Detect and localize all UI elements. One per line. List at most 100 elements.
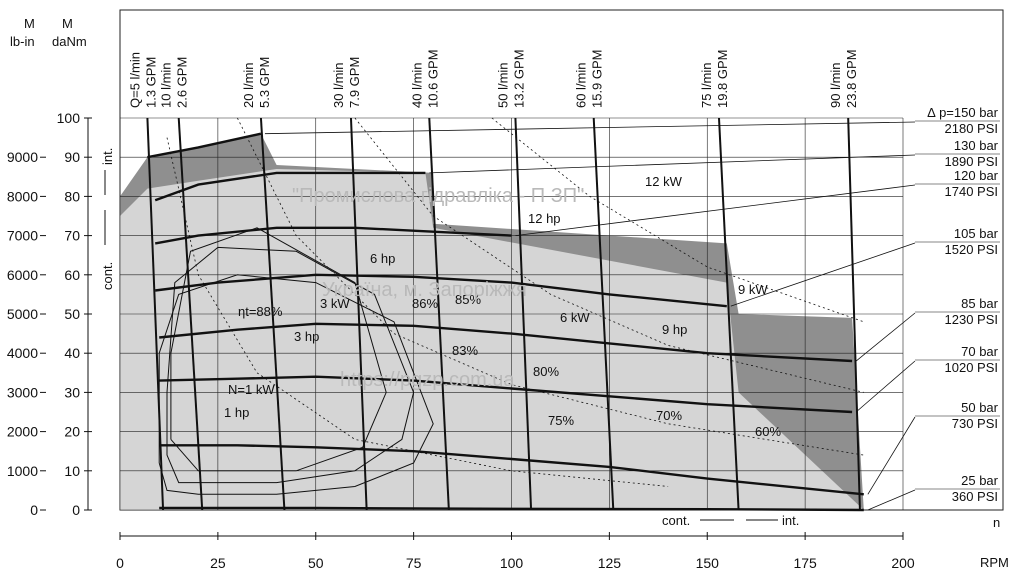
pressure-leader-2 [515, 184, 916, 236]
power-curve-3 [491, 117, 864, 323]
region-label-cont-left: cont. [100, 262, 115, 290]
flow-label-gpm-5: 13.2 GPM [511, 49, 526, 108]
y-outer-title: M [24, 16, 35, 31]
pressure-label-psi-3: 1520 PSI [945, 242, 999, 257]
flow-label-lpm-3: 30 l/min [331, 62, 346, 108]
y-inner-tick-label-70: 70 [64, 228, 80, 244]
eff-label-70: 70% [656, 408, 682, 423]
power-label-6hp: 6 hp [370, 251, 395, 266]
y-inner-title: M [62, 16, 73, 31]
pressure-line-7 [159, 506, 864, 512]
y-outer-tick-label-5000: 5000 [7, 306, 38, 322]
power-label-1hp: 1 hp [224, 405, 249, 420]
x-tick-label-125: 125 [598, 555, 622, 571]
flow-line-7 [717, 117, 740, 511]
flow-label-lpm-1: 10 l/min [159, 62, 174, 108]
pressure-leader-3 [730, 242, 916, 307]
power-label-1kw: N=1 kW [228, 382, 275, 397]
watermark-2: Україна, м. Запоріжжя [322, 279, 527, 301]
x-tick-label-50: 50 [308, 555, 324, 571]
efficiency-curve-2 [170, 227, 387, 472]
y-inner-tick-label-20: 20 [64, 424, 80, 440]
pressure-line-0 [147, 132, 262, 159]
pressure-leader-5 [855, 360, 916, 413]
pressure-leader-6 [867, 416, 916, 495]
y-outer-tick-label-8000: 8000 [7, 188, 38, 204]
pressure-label-bar-1: 130 bar [954, 138, 999, 153]
pressure-label-psi-0: 2180 PSI [945, 121, 999, 136]
power-label-6kw: 6 kW [560, 310, 590, 325]
region-label-int-bottom: int. [782, 513, 799, 528]
region-label-int-left: int. [100, 148, 115, 165]
flow-label-gpm-2: 5.3 GPM [257, 57, 272, 108]
pressure-label-psi-5: 1020 PSI [945, 360, 999, 375]
watermark-1: "Промислова гідравліка - П ЗП" [292, 185, 584, 207]
x-tick-label-0: 0 [116, 555, 124, 571]
pressure-label-bar-0: ∆ p=150 bar [928, 105, 999, 120]
pressure-leader-1 [429, 154, 916, 174]
pressure-line-6 [159, 444, 864, 496]
power-label-9hp: 9 hp [662, 322, 687, 337]
efficiency-curve-1 [166, 246, 415, 484]
pressure-label-bar-3: 105 bar [954, 226, 999, 241]
x-tick-label-200: 200 [891, 555, 915, 571]
x-tick-label-75: 75 [406, 555, 422, 571]
pressure-label-psi-7: 360 PSI [952, 489, 998, 504]
pressure-line-4 [159, 322, 853, 363]
region-label-cont-bottom: cont. [662, 513, 690, 528]
power-curve-2 [354, 117, 864, 393]
flow-line-4 [428, 117, 450, 511]
eff-label-80: 80% [533, 364, 559, 379]
pressure-label-bar-7: 25 bar [961, 473, 999, 488]
y-inner-tick-label-40: 40 [64, 345, 80, 361]
pressure-label-bar-2: 120 bar [954, 168, 999, 183]
pressure-leader-4 [855, 312, 916, 362]
flow-label-lpm-0: Q=5 l/min [127, 52, 142, 108]
flow-label-gpm-1: 2.6 GPM [175, 57, 190, 108]
watermark-3: https://pgzp.com.ua [340, 369, 515, 391]
x-tick-label-150: 150 [696, 555, 720, 571]
flow-line-8 [847, 117, 861, 511]
eff-label-60: 60% [755, 424, 781, 439]
eff-label-86: 86% [412, 296, 438, 311]
eff-label-85: 85% [455, 292, 481, 307]
pressure-label-bar-4: 85 bar [961, 296, 999, 311]
power-label-12kw: 12 kW [645, 174, 683, 189]
y-inner-unit: daNm [52, 34, 87, 49]
flow-label-lpm-8: 90 l/min [828, 62, 843, 108]
y-inner-tick-label-80: 80 [64, 188, 80, 204]
eff-label-83: 83% [452, 343, 478, 358]
x-tick-label-25: 25 [210, 555, 226, 571]
pressure-line-1 [154, 171, 426, 202]
y-outer-unit: lb-in [10, 34, 35, 49]
pressure-leader-0 [264, 121, 916, 135]
pressure-label-psi-4: 1230 PSI [945, 312, 999, 327]
flow-line-5 [514, 117, 533, 511]
y-inner-tick-label-100: 100 [57, 110, 81, 126]
power-label-12hp: 12 hp [528, 211, 561, 226]
flow-label-gpm-8: 23.8 GPM [844, 49, 859, 108]
pressure-line-5 [159, 375, 853, 414]
efficiency-curve-0 [158, 274, 434, 495]
pressure-label-psi-2: 1740 PSI [945, 184, 999, 199]
y-outer-tick-label-4000: 4000 [7, 345, 38, 361]
pressure-label-bar-5: 70 bar [961, 344, 999, 359]
power-label-3kw: 3 kW [320, 296, 350, 311]
power-label-3hp: 3 hp [294, 329, 319, 344]
y-inner-tick-label-50: 50 [64, 306, 80, 322]
pressure-line-2 [154, 226, 512, 245]
flow-label-lpm-5: 50 l/min [495, 62, 510, 108]
y-inner-tick-label-60: 60 [64, 267, 80, 283]
y-inner-tick-label-30: 30 [64, 384, 80, 400]
flow-label-lpm-6: 60 l/min [574, 62, 589, 108]
y-outer-tick-label-0: 0 [30, 502, 38, 518]
x-axis-label: RPM [980, 555, 1009, 570]
pressure-label-bar-6: 50 bar [961, 400, 999, 415]
flow-label-gpm-7: 19.8 GPM [715, 49, 730, 108]
flow-label-gpm-3: 7.9 GPM [347, 57, 362, 108]
flow-line-6 [592, 117, 615, 511]
y-inner-tick-label-0: 0 [72, 502, 80, 518]
x-tick-label-175: 175 [793, 555, 817, 571]
